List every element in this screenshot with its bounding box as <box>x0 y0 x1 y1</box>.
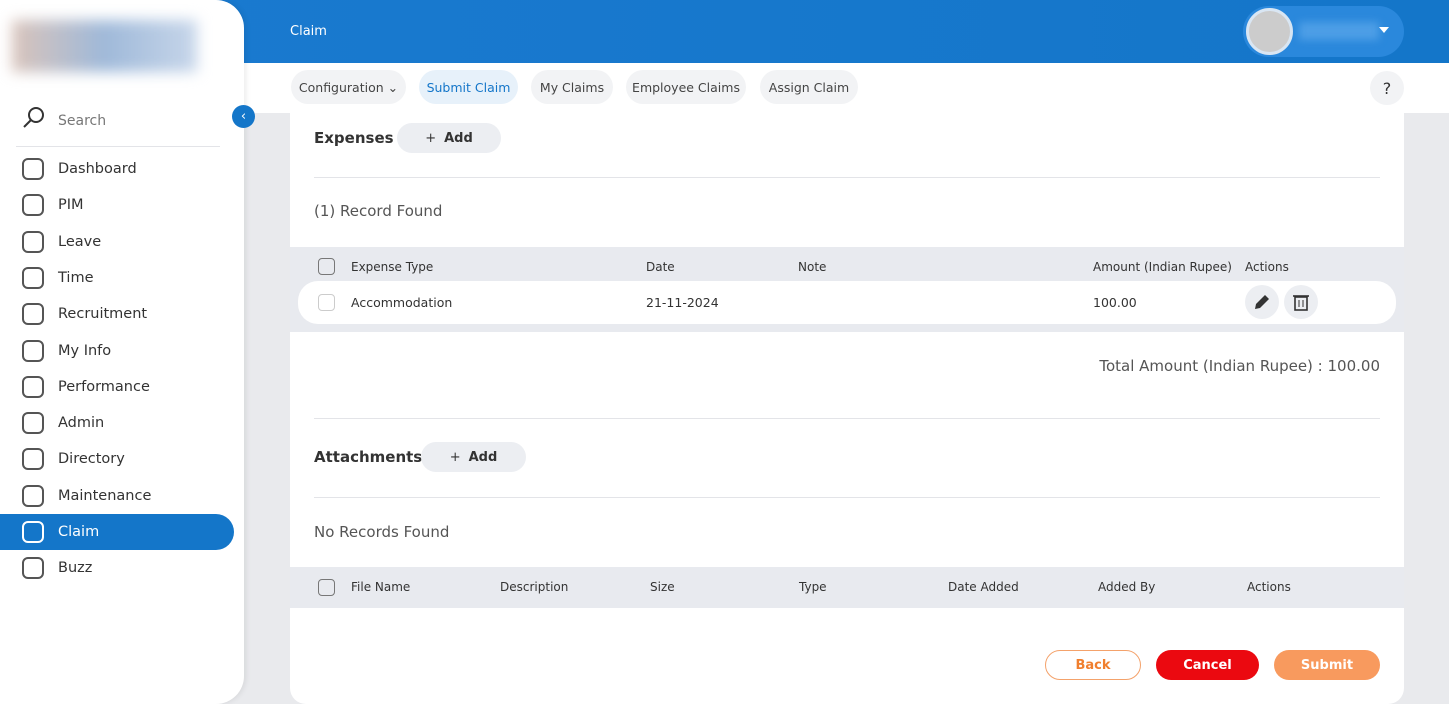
column-header: Description <box>500 580 569 594</box>
row-actions[interactable] <box>1245 285 1319 319</box>
column-header: Size <box>650 580 675 594</box>
menu-icon <box>22 303 44 326</box>
page-title: Claim <box>290 24 327 39</box>
menu-icon <box>22 557 44 580</box>
select-all-checkbox[interactable] <box>318 579 335 596</box>
menu-icon <box>22 521 44 543</box>
help-button[interactable]: ? <box>1370 71 1404 105</box>
content-card <box>290 113 1404 704</box>
cell-date: 21-11-2024 <box>646 295 719 310</box>
cell-type: Accommodation <box>351 295 453 310</box>
select-all-checkbox[interactable] <box>318 258 335 275</box>
column-header: Actions <box>1247 580 1291 594</box>
menu-icon <box>22 194 44 217</box>
nav-tab[interactable]: Submit Claim <box>419 70 518 104</box>
divider <box>314 497 1380 498</box>
column-header: Type <box>799 580 827 594</box>
avatar <box>1246 8 1293 55</box>
menu-item[interactable]: Time <box>58 269 94 286</box>
add-button[interactable]: + Add <box>397 123 501 153</box>
back-button[interactable]: Back <box>1045 650 1141 680</box>
menu-item[interactable]: My Info <box>58 342 112 359</box>
logo-blur <box>12 20 197 72</box>
menu-icon <box>22 484 44 507</box>
add-label: Add <box>468 449 498 465</box>
plus-icon: + <box>449 449 461 465</box>
menu-item[interactable]: Recruitment <box>58 306 148 323</box>
table-header <box>290 567 1404 608</box>
add-button[interactable]: + Add <box>421 442 526 472</box>
column-header: Actions <box>1245 260 1289 274</box>
menu-active-bg <box>0 514 234 550</box>
user-name-blur <box>1299 22 1379 40</box>
user-menu[interactable] <box>1243 6 1404 57</box>
divider <box>16 146 220 147</box>
row-checkbox[interactable] <box>318 294 335 311</box>
menu-item[interactable]: Performance <box>58 378 150 395</box>
total-amount: Total Amount (Indian Rupee) : 100.00 <box>1099 357 1380 375</box>
nav-tab[interactable]: Assign Claim <box>760 70 858 104</box>
menu-item[interactable]: Claim <box>58 524 100 540</box>
column-header: Date Added <box>948 580 1019 594</box>
table-row <box>298 281 1396 324</box>
record-count: No Records Found <box>314 523 450 541</box>
menu-item[interactable]: Buzz <box>58 560 93 577</box>
record-count: (1) Record Found <box>314 202 443 220</box>
cancel-button[interactable]: Cancel <box>1156 650 1259 680</box>
nav-tab[interactable]: My Claims <box>531 70 613 104</box>
section-title: Expenses <box>314 129 394 147</box>
dropdown-caret <box>1379 27 1389 38</box>
column-header: Date <box>646 260 675 274</box>
menu-icon <box>22 266 44 289</box>
column-header: Note <box>798 260 827 274</box>
menu-item[interactable]: PIM <box>58 197 84 214</box>
menu-icon <box>22 375 44 398</box>
menu-item[interactable]: Admin <box>58 415 105 432</box>
submit-button[interactable]: Submit <box>1274 650 1380 680</box>
menu-item[interactable]: Directory <box>58 451 125 468</box>
menu-icon <box>22 412 44 435</box>
nav-tab[interactable]: Configuration ⌄ <box>291 70 406 104</box>
column-header: Added By <box>1098 580 1156 594</box>
nav-tab[interactable]: Employee Claims <box>626 70 746 104</box>
divider <box>314 177 1380 178</box>
column-header: Amount (Indian Rupee) <box>1093 260 1232 274</box>
menu-icon <box>22 339 44 362</box>
sidebar: Search <box>0 0 244 704</box>
section-title: Attachments <box>314 448 423 466</box>
cell-amount: 100.00 <box>1093 295 1137 310</box>
menu-item[interactable]: Dashboard <box>58 161 137 177</box>
column-header: File Name <box>351 580 411 594</box>
divider <box>314 418 1380 419</box>
search-icon <box>23 107 44 128</box>
plus-icon: + <box>425 130 437 146</box>
add-label: Add <box>444 130 473 146</box>
menu-icon <box>22 448 44 471</box>
search-input[interactable]: Search <box>58 113 107 129</box>
column-header: Expense Type <box>351 260 434 274</box>
menu-item[interactable]: Leave <box>58 233 102 250</box>
menu-icon <box>22 158 44 180</box>
menu-item[interactable]: Maintenance <box>58 487 152 504</box>
collapse-button[interactable]: ‹ <box>232 105 255 128</box>
menu-icon <box>22 230 44 253</box>
